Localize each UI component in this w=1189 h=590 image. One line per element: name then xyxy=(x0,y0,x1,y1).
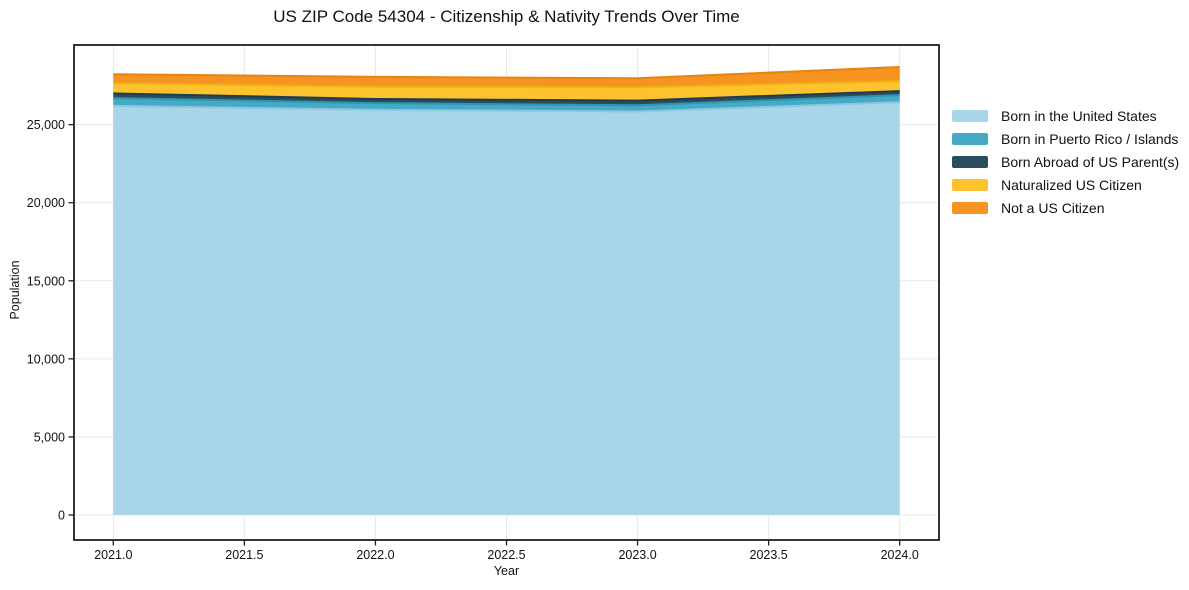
x-tick-label: 2023.0 xyxy=(618,548,656,562)
edge-born-in-puerto-rico-islands xyxy=(113,94,900,107)
x-tick-label: 2023.5 xyxy=(750,548,788,562)
chart-title: US ZIP Code 54304 - Citizenship & Nativi… xyxy=(273,7,740,26)
y-tick-label: 15,000 xyxy=(27,274,65,288)
x-tick-label: 2022.5 xyxy=(487,548,525,562)
legend-swatch-icon xyxy=(952,155,988,168)
x-tick-label: 2024.0 xyxy=(881,548,919,562)
y-tick-label: 10,000 xyxy=(27,352,65,366)
edge-naturalized-us-citizen xyxy=(113,80,900,89)
edge-not-a-us-citizen xyxy=(113,66,900,80)
edge-born-abroad-of-us-parent-s xyxy=(113,90,900,102)
legend-swatch-icon xyxy=(952,178,988,191)
legend-label: Not a US Citizen xyxy=(1001,199,1105,216)
x-tick-label: 2021.5 xyxy=(225,548,263,562)
y-tick-label: 5,000 xyxy=(34,430,65,444)
y-tick-label: 25,000 xyxy=(27,118,65,132)
y-axis-label: Population xyxy=(8,260,22,320)
legend-item-naturalized-us-citizen: Naturalized US Citizen xyxy=(952,173,1179,196)
area-born-in-the-united-states xyxy=(113,102,900,515)
y-tick-label: 0 xyxy=(58,509,65,523)
legend-item-born-abroad-of-us-parent-s: Born Abroad of US Parent(s) xyxy=(952,150,1179,173)
legend-item-born-in-the-united-states: Born in the United States xyxy=(952,104,1179,127)
x-tick-label: 2022.0 xyxy=(356,548,394,562)
x-axis-label: Year xyxy=(493,564,520,578)
legend: Born in the United States Born in Puerto … xyxy=(952,104,1179,219)
legend-swatch-icon xyxy=(952,109,988,122)
legend-label: Naturalized US Citizen xyxy=(1001,176,1142,193)
legend-item-not-a-us-citizen: Not a US Citizen xyxy=(952,196,1179,219)
legend-label: Born Abroad of US Parent(s) xyxy=(1001,153,1180,170)
legend-swatch-icon xyxy=(952,201,988,214)
y-tick-label: 20,000 xyxy=(27,196,65,210)
area-not-a-us-citizen xyxy=(113,67,900,88)
legend-item-born-in-puerto-rico-islands: Born in Puerto Rico / Islands xyxy=(952,127,1179,150)
x-tick-label: 2021.0 xyxy=(94,548,132,562)
legend-label: Born in the United States xyxy=(1001,107,1157,124)
edge-born-in-the-united-states xyxy=(113,101,900,113)
legend-label: Born in Puerto Rico / Islands xyxy=(1001,130,1179,147)
legend-swatch-icon xyxy=(952,132,988,145)
area-born-in-puerto-rico-islands xyxy=(113,95,900,112)
